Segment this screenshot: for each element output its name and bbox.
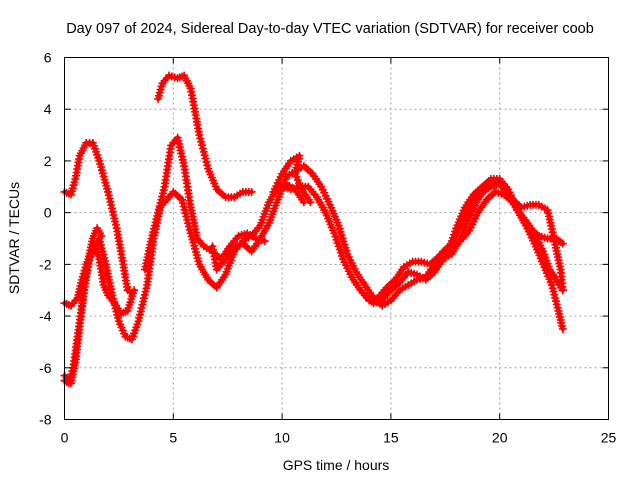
- series-group: [60, 71, 567, 388]
- series-trace-2: [154, 71, 256, 202]
- x-tick-label: 20: [492, 430, 508, 446]
- y-tick-label: -6: [39, 360, 52, 376]
- plot-frame: [64, 57, 609, 420]
- y-tick-label: -4: [39, 308, 52, 324]
- x-axis-label: GPS time / hours: [283, 457, 390, 473]
- series-markers: [443, 175, 567, 295]
- y-tick-label: 6: [44, 50, 52, 66]
- chart-title: Day 097 of 2024, Sidereal Day-to-day VTE…: [66, 21, 594, 37]
- y-tick-label: -2: [39, 256, 52, 272]
- x-tick-label: 25: [601, 430, 617, 446]
- series-trace-1: [60, 138, 136, 297]
- series-markers: [154, 71, 256, 202]
- series-markers: [278, 180, 567, 333]
- series-line: [155, 73, 254, 200]
- y-tick-label: 4: [44, 101, 52, 117]
- series-trace-11: [443, 175, 567, 295]
- y-tick-label: 0: [44, 205, 52, 221]
- x-tick-label: 5: [169, 430, 177, 446]
- y-axis-label: SDTVAR / TECUs: [6, 182, 22, 294]
- axis-ticks: 0 5 10 15 20 25 -8 -6 -4 -2 0 2 4 6: [39, 50, 616, 446]
- y-tick-label: -8: [39, 412, 52, 428]
- x-tick-label: 10: [274, 430, 290, 446]
- y-tick-label: 2: [44, 153, 52, 169]
- x-tick-label: 0: [61, 430, 69, 446]
- x-tick-label: 15: [383, 430, 399, 446]
- series-trace-9: [278, 180, 567, 333]
